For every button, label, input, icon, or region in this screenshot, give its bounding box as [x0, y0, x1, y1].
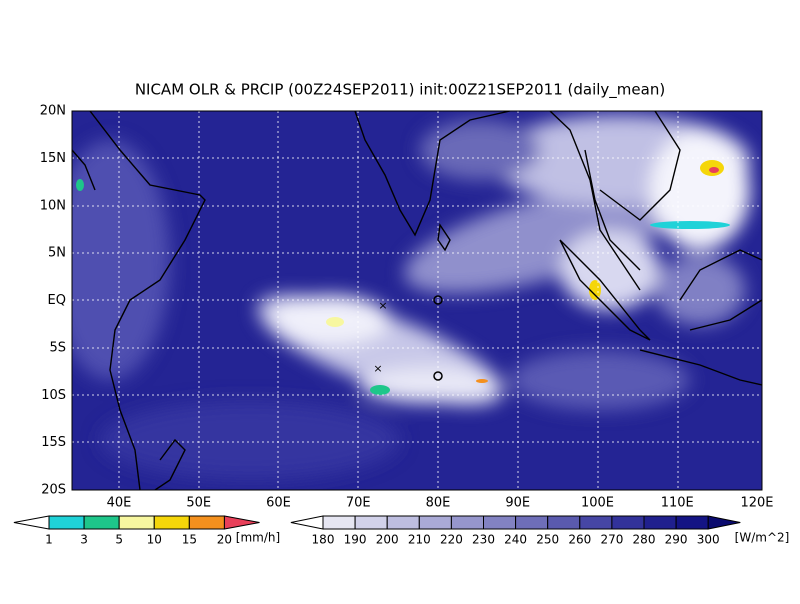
lat-label: 10N: [40, 198, 66, 213]
colorbar-arrow: [223, 515, 260, 530]
lat-label: 5S: [49, 340, 66, 355]
lat-label: 10S: [41, 388, 66, 403]
lon-label: 110E: [661, 496, 694, 511]
lon-label: 40E: [107, 496, 132, 511]
lon-label: 80E: [426, 496, 451, 511]
colorbar-box: [483, 515, 517, 530]
colorbar-box: [450, 515, 484, 530]
title: NICAM OLR & PRCIP (00Z24SEP2011) init:00…: [135, 81, 665, 100]
colorbar-label: 250: [536, 533, 559, 547]
colorbar-arrow: [290, 515, 324, 530]
lon-label: 50E: [186, 496, 211, 511]
colorbar-box: [611, 515, 645, 530]
lat-label: 20S: [41, 483, 66, 498]
colorbar-box: [579, 515, 613, 530]
colorbar-box: [386, 515, 420, 530]
colorbar-label: 3: [80, 533, 88, 547]
colorbar-label: 180: [312, 533, 335, 547]
colorbar-label: 300: [697, 533, 720, 547]
colorbar-label: 260: [568, 533, 591, 547]
lon-label: 120E: [740, 496, 773, 511]
lon-label: 90E: [505, 496, 530, 511]
colorbar-box: [354, 515, 388, 530]
lon-label: 70E: [346, 496, 371, 511]
colorbar-box: [153, 515, 190, 530]
colorbar-label: 5: [115, 533, 123, 547]
colorbar-arrow: [13, 515, 50, 530]
colorbar-box: [83, 515, 120, 530]
colorbar-label: 10: [147, 533, 162, 547]
colorbar-unit: [W/m^2]: [735, 531, 790, 545]
colorbar-label: 270: [600, 533, 623, 547]
colorbar-box: [547, 515, 581, 530]
lat-label: 15S: [41, 435, 66, 450]
colorbar-label: 210: [408, 533, 431, 547]
colorbar-box: [515, 515, 549, 530]
colorbar-arrow: [707, 515, 741, 530]
colorbar-label: 20: [217, 533, 232, 547]
colorbar-label: 190: [344, 533, 367, 547]
lat-label: 20N: [40, 104, 66, 119]
colorbar-box: [418, 515, 452, 530]
colorbar-label: 200: [376, 533, 399, 547]
colorbar-box: [188, 515, 225, 530]
marker: [433, 371, 443, 381]
colorbar-label: 280: [633, 533, 656, 547]
lat-label: 15N: [40, 151, 66, 166]
colorbar-unit: [mm/h]: [236, 531, 280, 545]
colorbar-box: [675, 515, 709, 530]
lon-label: 60E: [266, 496, 291, 511]
colorbar-box: [118, 515, 155, 530]
colorbar-box: [322, 515, 356, 530]
marker: ×: [373, 362, 382, 375]
lon-label: 100E: [581, 496, 614, 511]
colorbar-label: 1: [45, 533, 53, 547]
colorbar-box: [48, 515, 85, 530]
lat-label: EQ: [48, 293, 66, 308]
colorbar-label: 290: [665, 533, 688, 547]
colorbar-label: 240: [504, 533, 527, 547]
colorbar-label: 220: [440, 533, 463, 547]
lat-label: 5N: [48, 246, 66, 261]
marker: [433, 295, 443, 305]
map-frame: [71, 110, 763, 491]
colorbar-label: 230: [472, 533, 495, 547]
colorbar-label: 15: [182, 533, 197, 547]
colorbar-box: [643, 515, 677, 530]
marker: ×: [378, 299, 387, 312]
map-field: × ×: [72, 111, 762, 490]
